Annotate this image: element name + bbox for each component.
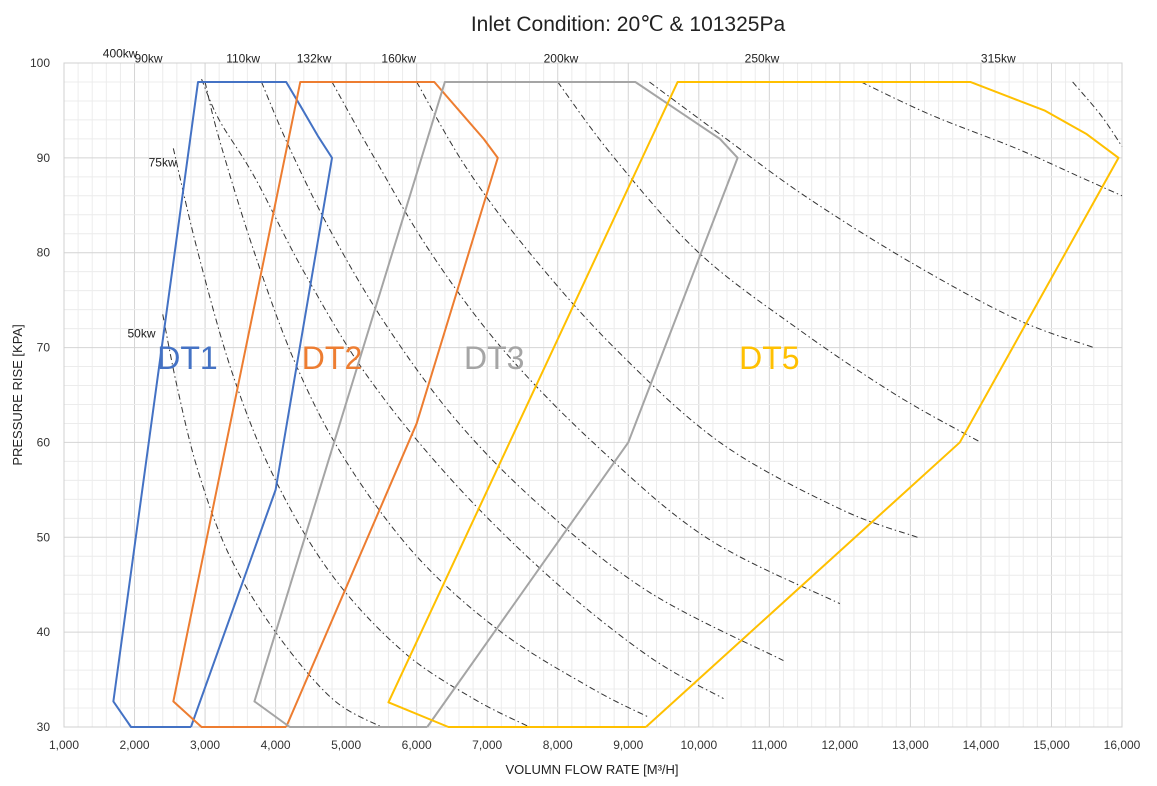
power-label: 200kw bbox=[544, 51, 579, 65]
power-curve bbox=[649, 81, 1094, 349]
x-tick-label: 10,000 bbox=[680, 738, 717, 752]
series-label-dt3: DT3 bbox=[464, 340, 524, 376]
series-labels: DT1 DT2 DT3 DT5 bbox=[157, 340, 799, 376]
gridlines bbox=[63, 62, 1123, 728]
power-curve bbox=[557, 81, 982, 443]
y-axis-label: PRESSURE RISE [KPA] bbox=[10, 324, 25, 465]
x-tick-label: 14,000 bbox=[963, 738, 1000, 752]
x-tick-label: 13,000 bbox=[892, 738, 929, 752]
plot-area bbox=[63, 62, 1123, 728]
x-axis-label: VOLUMN FLOW RATE [M³/H] bbox=[505, 762, 678, 777]
x-tick-label: 15,000 bbox=[1033, 738, 1070, 752]
x-tick-label: 5,000 bbox=[331, 738, 361, 752]
y-axis-ticks: 30 40 50 60 70 80 90 100 bbox=[30, 56, 50, 734]
y-tick-label: 60 bbox=[37, 435, 51, 449]
x-tick-label: 16,000 bbox=[1104, 738, 1141, 752]
y-tick-label: 100 bbox=[30, 56, 50, 70]
y-tick-label: 50 bbox=[37, 530, 51, 544]
power-label: 75kw bbox=[149, 156, 177, 170]
power-label: 400kw bbox=[103, 47, 138, 61]
power-curve bbox=[204, 81, 650, 718]
x-tick-label: 7,000 bbox=[472, 738, 502, 752]
x-tick-label: 6,000 bbox=[402, 738, 432, 752]
power-curve bbox=[172, 148, 530, 728]
power-label: 160kw bbox=[381, 51, 416, 65]
series-envelopes bbox=[112, 80, 1120, 728]
power-label: 315kw bbox=[981, 51, 1016, 65]
power-curve bbox=[261, 81, 784, 662]
x-tick-label: 3,000 bbox=[190, 738, 220, 752]
chart-title: Inlet Condition: 20℃ & 101325Pa bbox=[471, 13, 786, 36]
power-curve bbox=[1072, 81, 1123, 147]
series-label-dt2: DT2 bbox=[302, 340, 362, 376]
x-tick-label: 11,000 bbox=[751, 738, 787, 752]
power-label: 250kw bbox=[745, 51, 780, 65]
power-label: 132kw bbox=[297, 51, 332, 65]
x-tick-label: 9,000 bbox=[613, 738, 643, 752]
power-label: 90kw bbox=[135, 51, 163, 65]
power-curve bbox=[331, 81, 841, 605]
y-tick-label: 40 bbox=[37, 625, 51, 639]
x-tick-label: 2,000 bbox=[120, 738, 150, 752]
x-tick-label: 4,000 bbox=[261, 738, 291, 752]
power-label: 110kw bbox=[226, 51, 260, 65]
series-line-dt5 bbox=[387, 80, 1120, 728]
y-tick-label: 30 bbox=[37, 720, 51, 734]
y-tick-label: 90 bbox=[37, 151, 51, 165]
power-curve bbox=[416, 81, 918, 538]
series-line-dt3 bbox=[253, 80, 739, 728]
series-label-dt1: DT1 bbox=[157, 340, 217, 376]
power-curve bbox=[162, 314, 382, 728]
x-axis-ticks: 1,000 2,000 3,000 4,000 5,000 6,000 7,000 8,000… bbox=[49, 738, 1141, 752]
y-tick-label: 80 bbox=[37, 246, 51, 260]
x-tick-label: 12,000 bbox=[822, 738, 859, 752]
power-curves bbox=[162, 78, 1123, 728]
series-line-dt1 bbox=[112, 80, 334, 728]
x-tick-label: 1,000 bbox=[49, 738, 79, 752]
series-label-dt5: DT5 bbox=[739, 340, 799, 376]
x-tick-label: 8,000 bbox=[543, 738, 573, 752]
power-label: 50kw bbox=[127, 326, 155, 340]
y-tick-label: 70 bbox=[37, 341, 51, 355]
power-curve bbox=[201, 78, 724, 699]
series-line-dt2 bbox=[172, 80, 499, 728]
